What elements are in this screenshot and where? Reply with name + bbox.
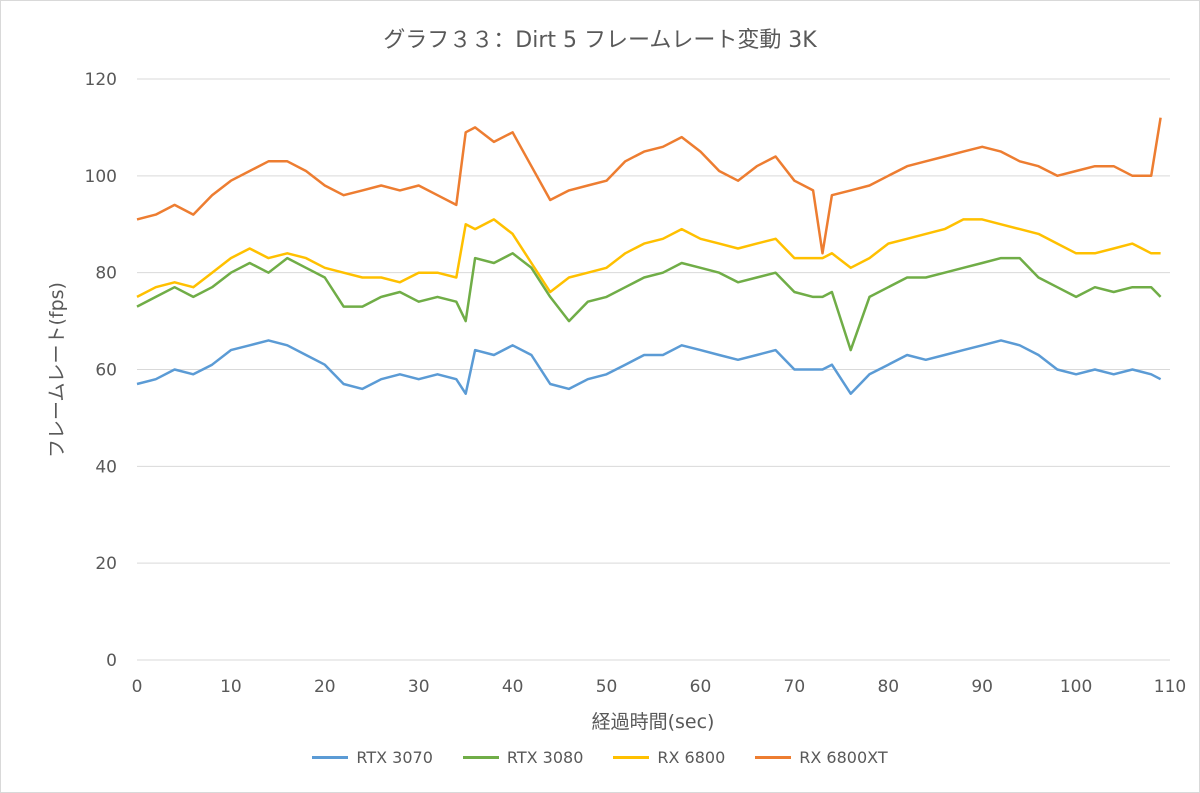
x-tick-label: 40: [502, 677, 524, 697]
legend-swatch: [755, 756, 792, 759]
x-tick-label: 90: [971, 677, 993, 697]
x-tick-label: 10: [220, 677, 242, 697]
x-tick-label: 80: [877, 677, 899, 697]
x-tick-label: 0: [132, 677, 143, 697]
legend-item-rx6800[interactable]: RX 6800: [613, 748, 725, 767]
y-tick-label: 100: [85, 167, 117, 187]
y-tick-label: 40: [95, 457, 117, 477]
x-tick-label: 20: [314, 677, 336, 697]
legend-item-rtx3080[interactable]: RTX 3080: [462, 748, 584, 767]
y-tick-label: 80: [95, 264, 117, 284]
series-line-rx-6800xt: [136, 117, 1162, 255]
x-tick-label: 110: [1154, 677, 1186, 697]
gridlines: [137, 78, 1170, 661]
legend-swatch: [613, 756, 650, 759]
legend: RTX 3070 RTX 3080 RX 6800 RX 6800XT: [0, 748, 1200, 767]
x-tick-label: 100: [1060, 677, 1092, 697]
y-tick-label: 120: [85, 70, 117, 90]
legend-swatch: [462, 756, 499, 759]
legend-swatch: [312, 756, 349, 759]
legend-label: RTX 3070: [356, 748, 433, 767]
chart-title: グラフ３３：Dirt 5 フレームレート変動 3K: [383, 28, 817, 53]
y-tick-label: 60: [95, 361, 117, 381]
y-tick-labels: 0 20 40 60 80 100 120: [85, 70, 117, 671]
y-tick-label: 0: [106, 651, 117, 671]
x-tick-label: 70: [784, 677, 806, 697]
x-tick-label: 60: [690, 677, 712, 697]
series-line-rx-6800: [136, 218, 1161, 299]
legend-label: RTX 3080: [506, 748, 584, 767]
legend-item-rx6800xt[interactable]: RX 6800XT: [755, 748, 888, 767]
y-tick-label: 20: [95, 554, 117, 574]
series-lines: [136, 117, 1162, 395]
legend-label: RX 6800XT: [799, 748, 888, 767]
legend-item-rtx3070[interactable]: RTX 3070: [312, 748, 433, 767]
x-axis-label: 経過時間(sec): [592, 711, 715, 733]
x-tick-label: 50: [596, 677, 618, 697]
y-axis-label: フレームレート(fps): [46, 282, 68, 458]
series-line-rtx-3080: [136, 252, 1162, 352]
series-line-rtx-3070: [136, 339, 1162, 395]
legend-label: RX 6800: [657, 748, 726, 767]
x-tick-labels: 0 10 20 30 40 50 60 70 80 90 100 110: [132, 677, 1187, 697]
x-tick-label: 30: [408, 677, 430, 697]
